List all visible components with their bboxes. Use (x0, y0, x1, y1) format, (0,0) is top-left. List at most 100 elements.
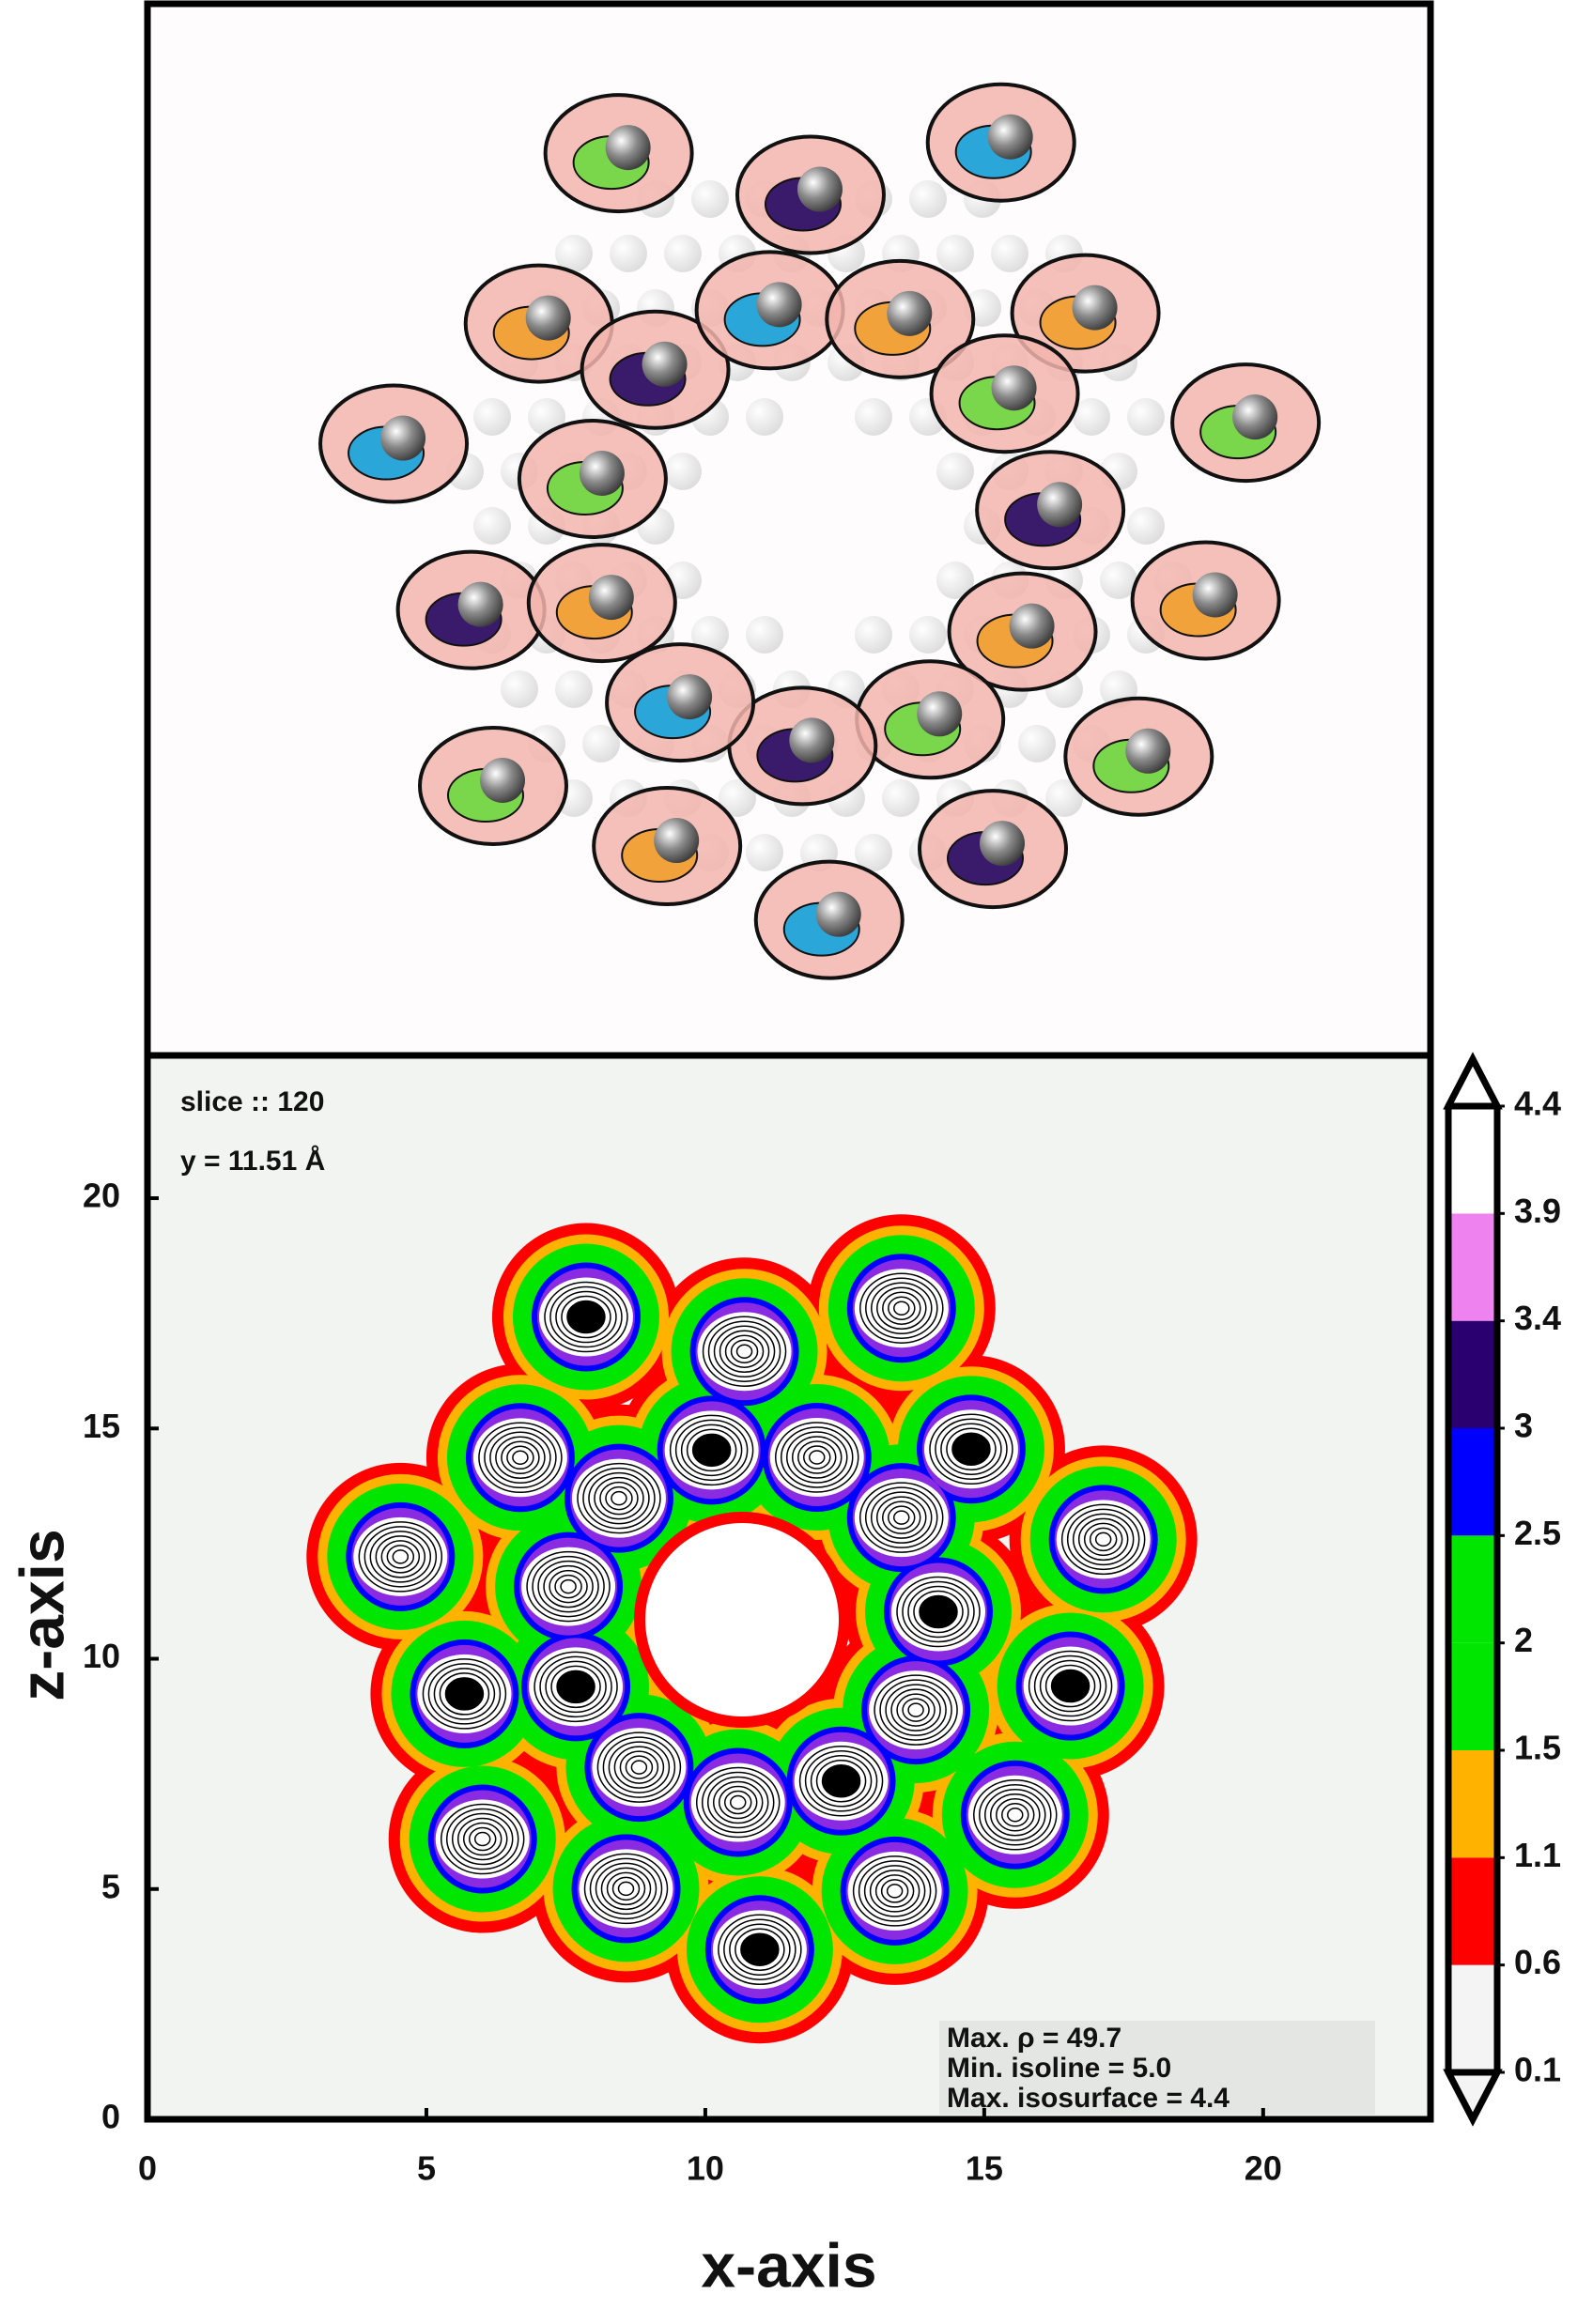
contour-core (847, 1851, 942, 1931)
isoline (468, 1826, 497, 1852)
isoline (723, 1790, 752, 1815)
isoline (902, 1580, 975, 1643)
x-tick-label: 15 (966, 2149, 1003, 2188)
y-axis-label: z-axis (7, 1529, 76, 1701)
isoline (669, 1414, 754, 1486)
isoline (864, 1486, 938, 1548)
isoline (543, 1564, 594, 1608)
isoline (534, 1651, 618, 1723)
isoline (595, 1862, 657, 1916)
colorbar-arrow-top (1443, 1052, 1503, 1110)
isoline (1061, 1678, 1079, 1694)
isoline (984, 1789, 1046, 1841)
colorbar-segment (1448, 1535, 1497, 1643)
isoline (358, 1521, 443, 1593)
isoline (363, 1526, 438, 1588)
isoline (380, 1540, 421, 1574)
ghost-atom (473, 398, 511, 436)
isoline (526, 1550, 611, 1623)
colorbar-label: 4.4 (1514, 1085, 1561, 1123)
isoline (804, 1750, 878, 1812)
slice-label: slice :: 120 (180, 1086, 324, 1117)
isoline (723, 1918, 796, 1980)
isoline (874, 1674, 958, 1746)
ghost-atom (1045, 779, 1083, 817)
colorbar-label: 2 (1514, 1621, 1533, 1659)
isoline (871, 1282, 933, 1334)
ghost-atom (991, 235, 1028, 272)
ghost-atom (1100, 562, 1137, 599)
isoline (602, 1736, 676, 1798)
ghost-atom (746, 616, 783, 654)
colorbar-label: 1.1 (1514, 1836, 1561, 1874)
isoline (549, 1285, 623, 1348)
isoline (375, 1535, 426, 1578)
ghost-atom (1127, 398, 1165, 436)
isoline (893, 1301, 910, 1316)
isoline (996, 1798, 1035, 1832)
isoline (896, 1576, 981, 1648)
isoline (913, 1590, 964, 1634)
isoline (462, 1822, 503, 1856)
isoline (484, 1426, 557, 1489)
colorbar-label: 3.9 (1514, 1192, 1561, 1230)
isoline (718, 1914, 802, 1985)
ghost-atom (855, 834, 892, 871)
atom (457, 581, 503, 627)
isoline (882, 1291, 921, 1325)
isoline (589, 1857, 663, 1920)
isoline (1028, 1650, 1113, 1722)
isoline (451, 1812, 514, 1866)
isoline (1039, 1659, 1102, 1713)
atom (887, 290, 933, 336)
colorbar-segment (1448, 1428, 1497, 1536)
atom (917, 691, 963, 737)
ghost-atom (473, 507, 511, 545)
ghost-atom (746, 834, 783, 871)
isoline (599, 1481, 639, 1516)
isoline (489, 1431, 551, 1485)
isoline (578, 1309, 595, 1325)
isoline (600, 1867, 652, 1911)
isoline (686, 1428, 737, 1472)
isoline (870, 1491, 933, 1544)
isoline (935, 1418, 1008, 1480)
isoline (865, 1277, 938, 1339)
position-label: y = 11.51 Å (180, 1146, 325, 1177)
ghost-atom (582, 725, 620, 762)
atom (667, 674, 713, 720)
contour-core (1056, 1500, 1151, 1579)
isoline (990, 1793, 1041, 1837)
atom (1072, 285, 1118, 331)
isoline (537, 1560, 599, 1613)
ghost-atom (691, 180, 729, 218)
isoline (1033, 1655, 1107, 1717)
isoline (554, 1574, 582, 1599)
ghost-atom (1073, 398, 1110, 436)
isoline (810, 1755, 873, 1808)
contour-core (697, 1312, 792, 1392)
isoline (876, 1286, 927, 1330)
colorbar-segment (1448, 1106, 1497, 1214)
ghost-atom (719, 779, 756, 817)
colorbar-label: 1.5 (1514, 1729, 1561, 1767)
isoline (885, 1684, 947, 1736)
isoline (729, 1794, 747, 1810)
isoline (973, 1779, 1058, 1851)
atom (642, 341, 688, 387)
isoline (1060, 1503, 1146, 1576)
y-tick-label: 5 (101, 1867, 120, 1905)
isoline (555, 1290, 617, 1344)
atom (1232, 394, 1278, 440)
colorbar-segment (1448, 1964, 1497, 2072)
isoline (532, 1555, 605, 1618)
x-axis-label: x-axis (701, 2230, 876, 2300)
atom (1009, 603, 1055, 649)
contour-core (571, 1458, 666, 1538)
isoline (735, 1928, 785, 1971)
y-tick-label: 0 (101, 2098, 120, 2136)
ghost-atom (555, 670, 593, 708)
colorbar-segment (1448, 1213, 1497, 1321)
contour-core (435, 1799, 530, 1879)
isoline (735, 1344, 753, 1359)
